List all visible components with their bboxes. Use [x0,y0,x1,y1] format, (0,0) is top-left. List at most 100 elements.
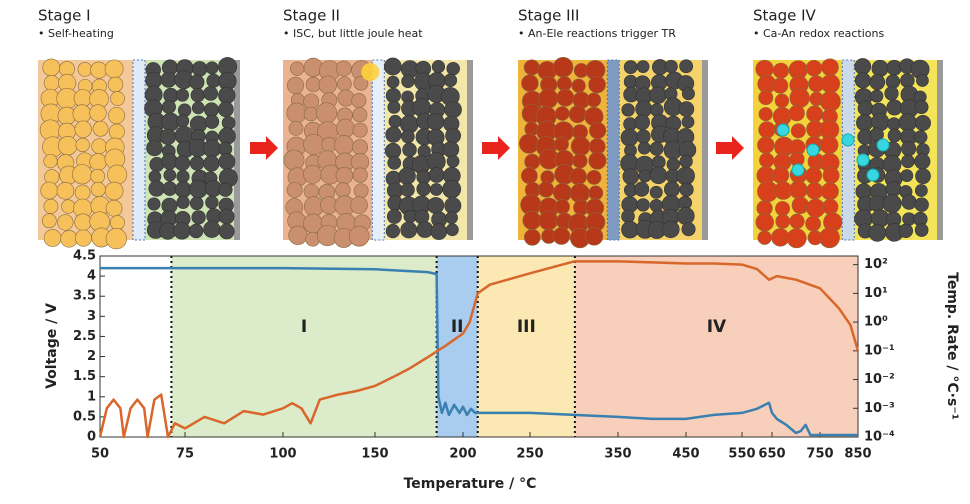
particle [303,133,325,155]
particle [61,199,76,214]
stage-region [574,256,858,437]
particle [162,181,178,196]
particle [188,223,204,239]
particle [205,195,219,210]
particle [771,228,790,247]
particle [205,61,219,75]
particle [637,141,651,155]
particle [570,136,591,157]
separator [841,59,855,241]
panel-title: Stage II [283,7,340,25]
arrow [482,136,510,160]
particle [90,61,108,79]
series-line [100,266,858,437]
particle [556,76,572,92]
particle [621,209,635,224]
particle [429,183,443,196]
particle [303,93,320,110]
particle [42,58,61,77]
particle [352,167,368,183]
stage-label: II [451,317,464,337]
panel-note: • ISC, but little joule heat [283,27,423,40]
particle [914,153,931,170]
particle [176,195,190,209]
particle [681,222,696,237]
particle [191,210,206,225]
particle [105,199,123,217]
particle [649,86,667,104]
particle [385,224,400,239]
particle [916,74,929,87]
particle [431,60,446,74]
particle [885,74,901,89]
x-axis-label: Temperature / °C [404,476,537,492]
y-tick-label: 2 [87,349,96,364]
ion [856,153,870,167]
particle [901,194,917,210]
stage-label: I [301,317,307,337]
particle [445,127,462,144]
particle [666,157,680,172]
particle [914,223,929,237]
particle [147,197,161,211]
particle [759,152,775,168]
particle [664,181,680,198]
particle [56,182,75,200]
particle [757,230,772,245]
particle [868,224,887,242]
particle [334,135,354,155]
particle [74,229,92,247]
y-tick-label: 4.5 [73,249,96,264]
particle [74,120,92,138]
ion [876,138,890,152]
particle [887,117,901,131]
particle [402,142,417,157]
particle [105,228,127,250]
particle [871,59,889,77]
particle [218,182,233,197]
particle [41,213,57,229]
y-tick-label: 4 [87,269,96,284]
particle [218,223,235,240]
particle [160,71,177,88]
particle [203,86,219,101]
particle [520,167,538,185]
stage-region [477,256,575,437]
particle [90,168,106,184]
stage-region [171,256,437,437]
particle [676,206,695,225]
illustrations: Stage I • Self-heating Stage II • ISC, b… [38,7,943,250]
separator [132,59,146,241]
particle [351,93,367,109]
arrow [716,136,744,160]
particle [218,153,236,170]
particle [387,100,401,114]
particle [189,196,204,211]
particle [400,182,415,197]
particle [584,227,604,246]
y-tick-label: 3 [87,309,96,324]
particle [790,123,806,139]
collector [467,60,473,240]
particle [43,229,62,247]
particle [286,182,303,198]
particle [90,181,106,197]
particle [74,213,92,231]
particle [898,223,914,238]
particle [109,215,125,231]
particle [886,99,903,116]
hotspot [361,63,380,81]
particle [352,107,368,123]
particle [218,208,235,225]
particle [315,102,338,124]
particle [335,60,352,77]
particle [174,155,191,171]
y-tick-label: 3.5 [73,289,96,304]
particle [900,73,915,88]
particle [554,199,570,215]
x-tick-label: 75 [176,447,194,462]
particle [554,136,569,152]
particle [681,115,695,129]
particle [856,114,874,132]
particle [398,167,416,185]
